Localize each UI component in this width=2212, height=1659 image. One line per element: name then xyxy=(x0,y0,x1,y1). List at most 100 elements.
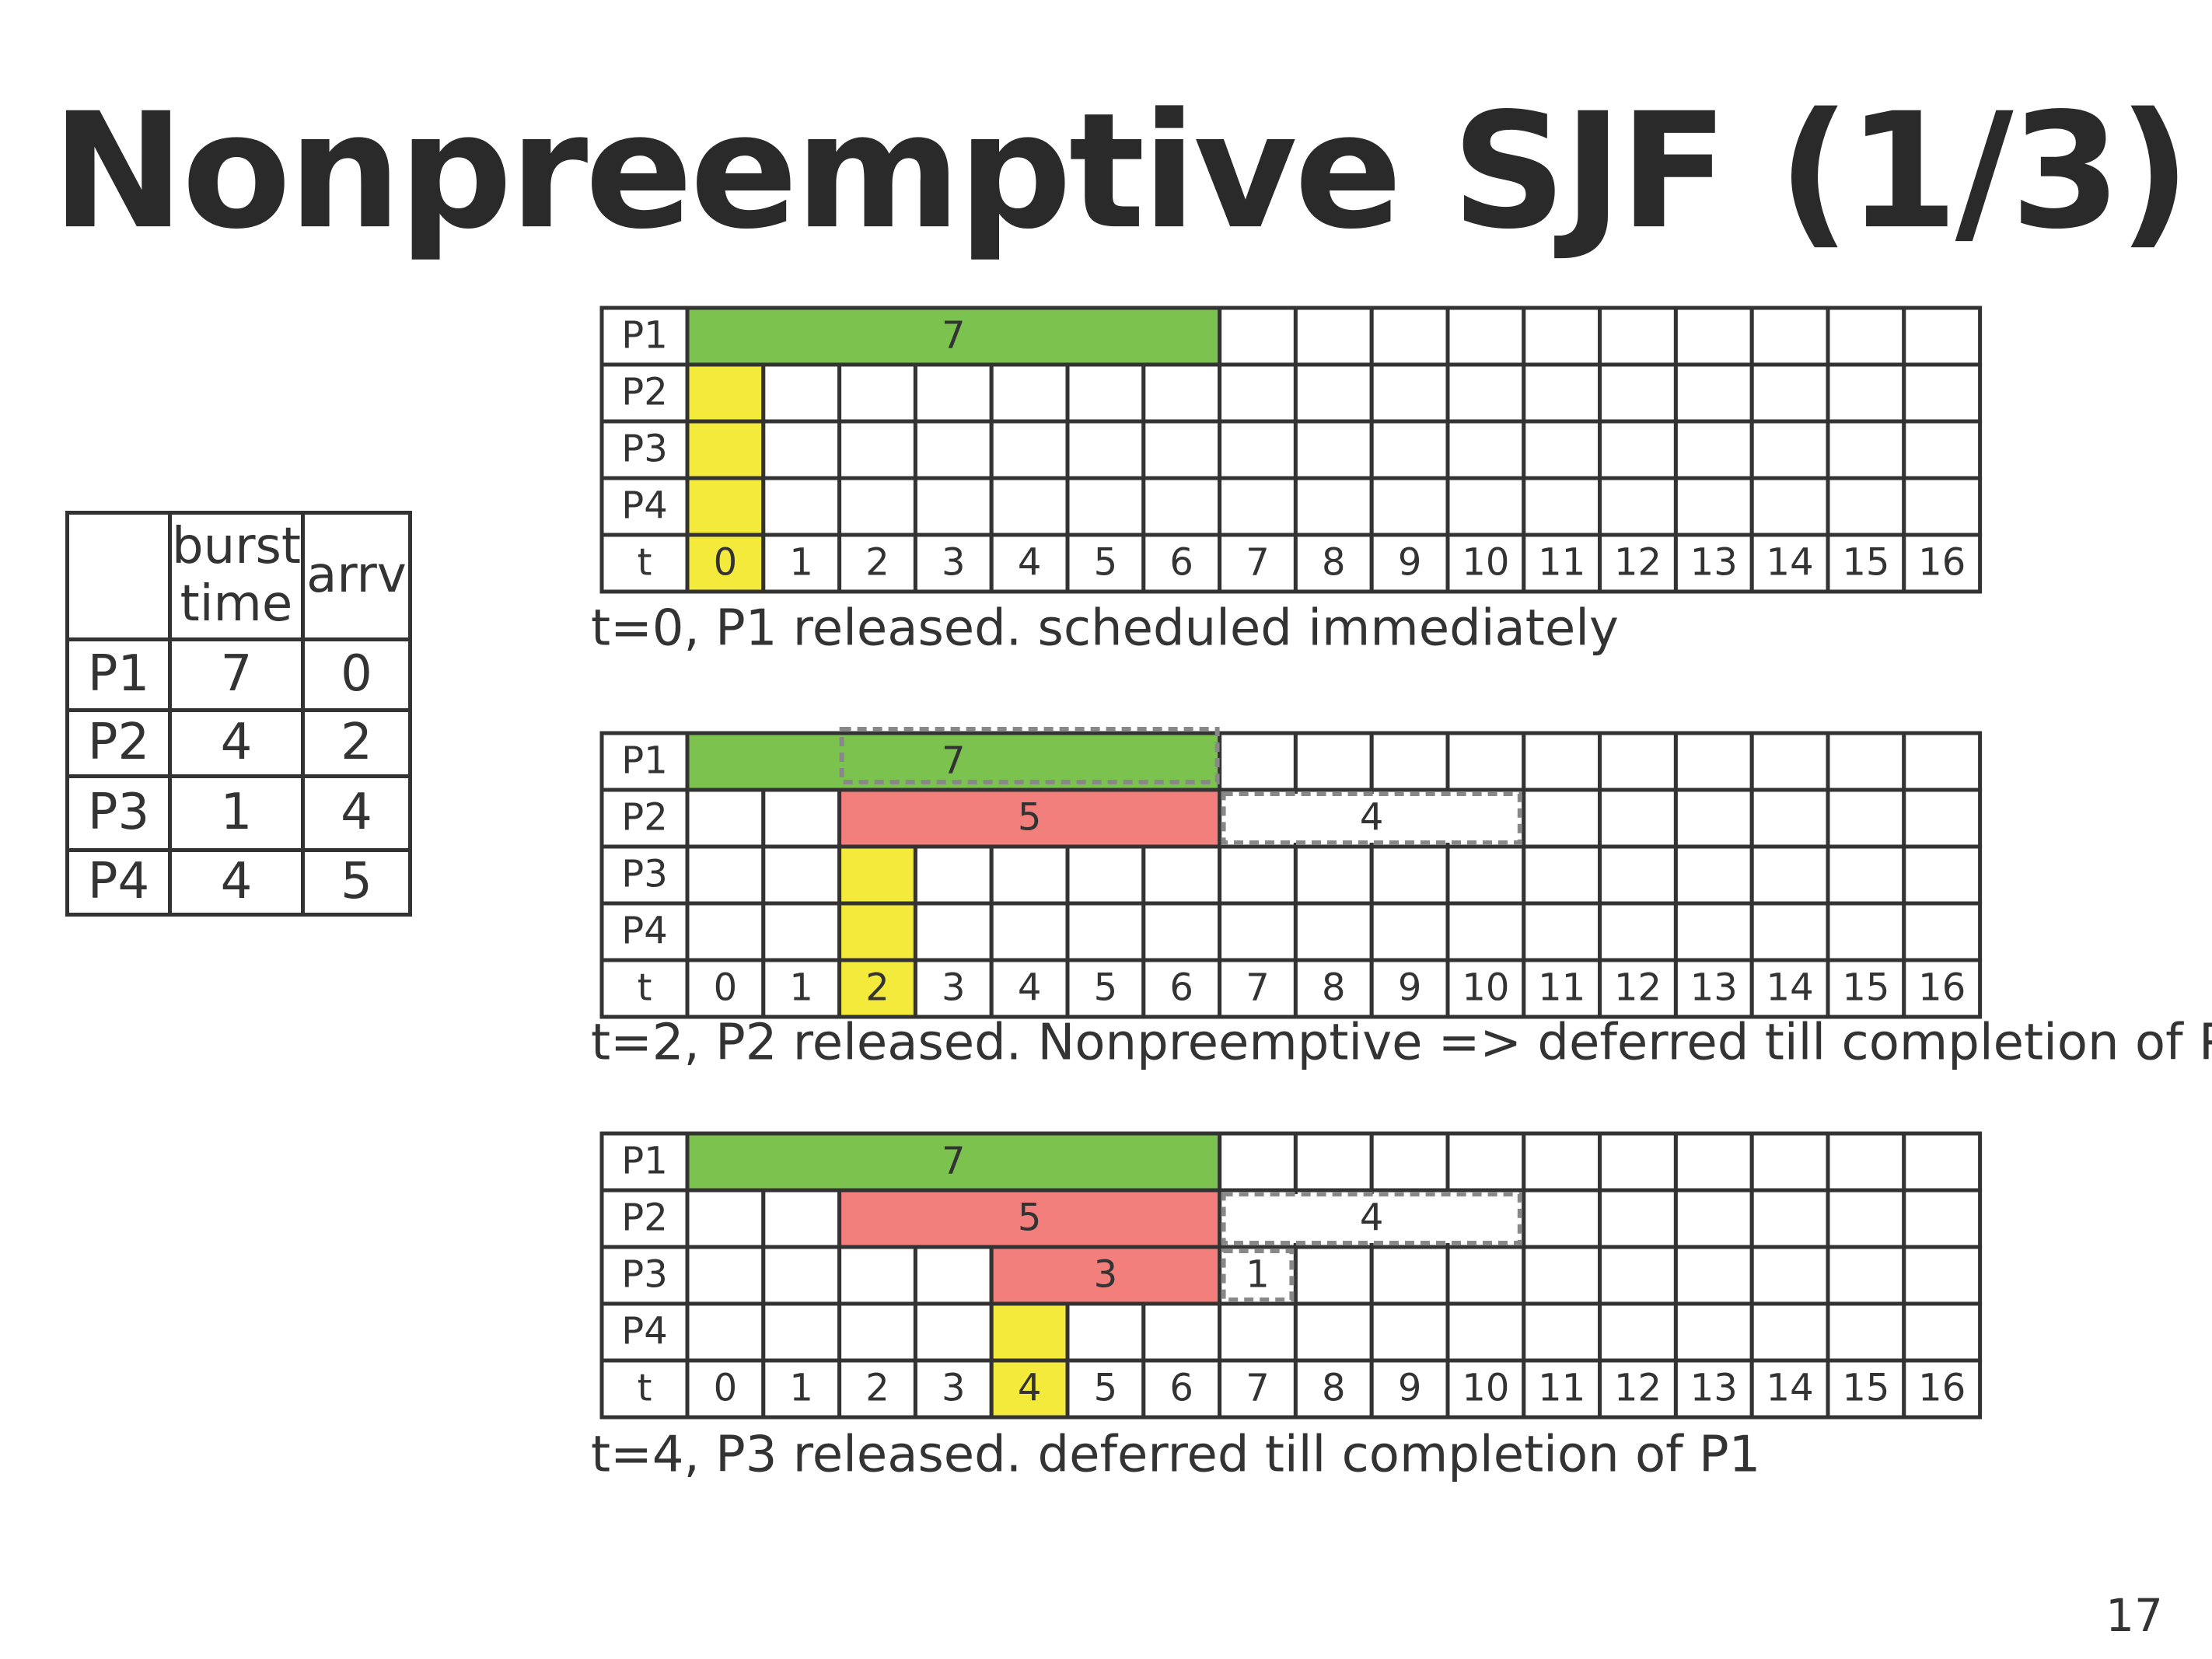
time-label: 13 xyxy=(1690,541,1738,585)
grid-cell xyxy=(761,476,842,537)
grid-cell xyxy=(761,958,842,1019)
grid-cell xyxy=(1902,476,1983,537)
grid-cell xyxy=(1218,1358,1298,1420)
grid-cell xyxy=(1522,533,1602,594)
row-label: P4 xyxy=(621,910,667,953)
grid-cell xyxy=(1218,901,1298,962)
time-label: 12 xyxy=(1614,966,1662,1010)
grid-cell xyxy=(837,1301,917,1363)
grid-cell xyxy=(1522,362,1602,424)
grid-cell xyxy=(1218,306,1298,367)
header-row: burst time arrv xyxy=(65,511,412,641)
grid-cell xyxy=(1598,788,1678,849)
grid-cell xyxy=(1673,419,1754,480)
grid-cell xyxy=(761,1358,842,1420)
grid-cell xyxy=(1673,362,1754,424)
grid-cell xyxy=(1673,1358,1754,1420)
grid-cell xyxy=(1598,1301,1678,1363)
grid-cell xyxy=(989,476,1070,537)
grid-cell xyxy=(1749,731,1830,792)
grid-cell xyxy=(1598,901,1678,962)
process-name: P3 xyxy=(65,774,172,852)
grid-cell xyxy=(1522,731,1602,792)
grid-cell xyxy=(1522,958,1602,1019)
grid-cell xyxy=(1445,1131,1526,1193)
grid-cell xyxy=(989,844,1070,906)
grid-cell xyxy=(1445,306,1526,367)
grid-cell xyxy=(1598,476,1678,537)
grid-cell xyxy=(837,1358,917,1420)
time-label: 6 xyxy=(1169,1367,1193,1410)
grid-cell xyxy=(1522,1301,1602,1363)
grid-cell xyxy=(1826,731,1906,792)
page-number: 17 xyxy=(2105,1589,2163,1642)
grid-cell xyxy=(1749,1188,1830,1249)
grid-cell xyxy=(1445,533,1526,594)
grid-cell xyxy=(1522,901,1602,962)
time-label: 15 xyxy=(1842,1367,1889,1410)
grid-cell xyxy=(1445,1301,1526,1363)
deferred-bar xyxy=(1221,1249,1295,1302)
row-label: P1 xyxy=(621,739,667,783)
grid-cell xyxy=(1369,1131,1450,1193)
grid-cell xyxy=(1369,901,1450,962)
grid-cell xyxy=(761,901,842,962)
grid-cell xyxy=(1598,362,1678,424)
time-label: 0 xyxy=(714,966,738,1010)
grid-cell xyxy=(1673,901,1754,962)
grid-cell xyxy=(1522,1358,1602,1420)
header-cell: burst time xyxy=(168,511,305,641)
grid-cell xyxy=(1673,1245,1754,1306)
grid-cell xyxy=(1065,958,1146,1019)
grid-cell xyxy=(1369,731,1450,792)
row-label: P4 xyxy=(621,484,667,528)
bar-label: 7 xyxy=(942,739,966,783)
grid-cell xyxy=(1369,419,1450,480)
grid-cell xyxy=(685,901,766,962)
time-label: 11 xyxy=(1538,1367,1585,1410)
grid-cell xyxy=(1673,1301,1754,1363)
process-name: P1 xyxy=(65,637,172,712)
grid-cell xyxy=(1369,362,1450,424)
grid-cell xyxy=(1522,1245,1602,1306)
row-label-cell xyxy=(599,844,690,906)
grid-cell xyxy=(913,901,994,962)
grid-cell xyxy=(913,844,994,906)
time-label: 7 xyxy=(1246,966,1270,1010)
time-label: 6 xyxy=(1169,541,1193,585)
time-label: 13 xyxy=(1690,1367,1738,1410)
grid-cell xyxy=(1673,476,1754,537)
grid-cell xyxy=(1141,419,1222,480)
highlight-cell xyxy=(685,362,766,424)
run-bar xyxy=(989,1245,1222,1306)
grid-cell xyxy=(1445,419,1526,480)
run-bar xyxy=(837,788,1222,849)
grid-cell xyxy=(1293,362,1374,424)
grid-cell xyxy=(685,958,766,1019)
grid-cell xyxy=(1749,1131,1830,1193)
grid-cell xyxy=(1445,362,1526,424)
time-label: 1 xyxy=(789,541,813,585)
grid-cell xyxy=(1065,419,1146,480)
grid-cell xyxy=(837,476,917,537)
row-label: P2 xyxy=(621,371,667,414)
grid-cell xyxy=(1826,306,1906,367)
time-label: 4 xyxy=(1018,541,1042,585)
grid-cell xyxy=(1522,306,1602,367)
grid-cell xyxy=(1369,1245,1450,1306)
grid-cell xyxy=(989,419,1070,480)
grid-cell xyxy=(989,901,1070,962)
grid-cell xyxy=(1141,476,1222,537)
grid-cell xyxy=(1598,419,1678,480)
row-label: P4 xyxy=(621,1310,667,1353)
grid-cell xyxy=(1598,1245,1678,1306)
bar-label: 5 xyxy=(1018,796,1042,840)
row-label-cell xyxy=(599,901,690,962)
grid-cell xyxy=(1065,1358,1146,1420)
grid-cell xyxy=(1826,419,1906,480)
time-label: 4 xyxy=(1018,966,1042,1010)
grid-cell xyxy=(1141,901,1222,962)
grid-cell xyxy=(837,419,917,480)
bar-label: 7 xyxy=(942,314,966,358)
